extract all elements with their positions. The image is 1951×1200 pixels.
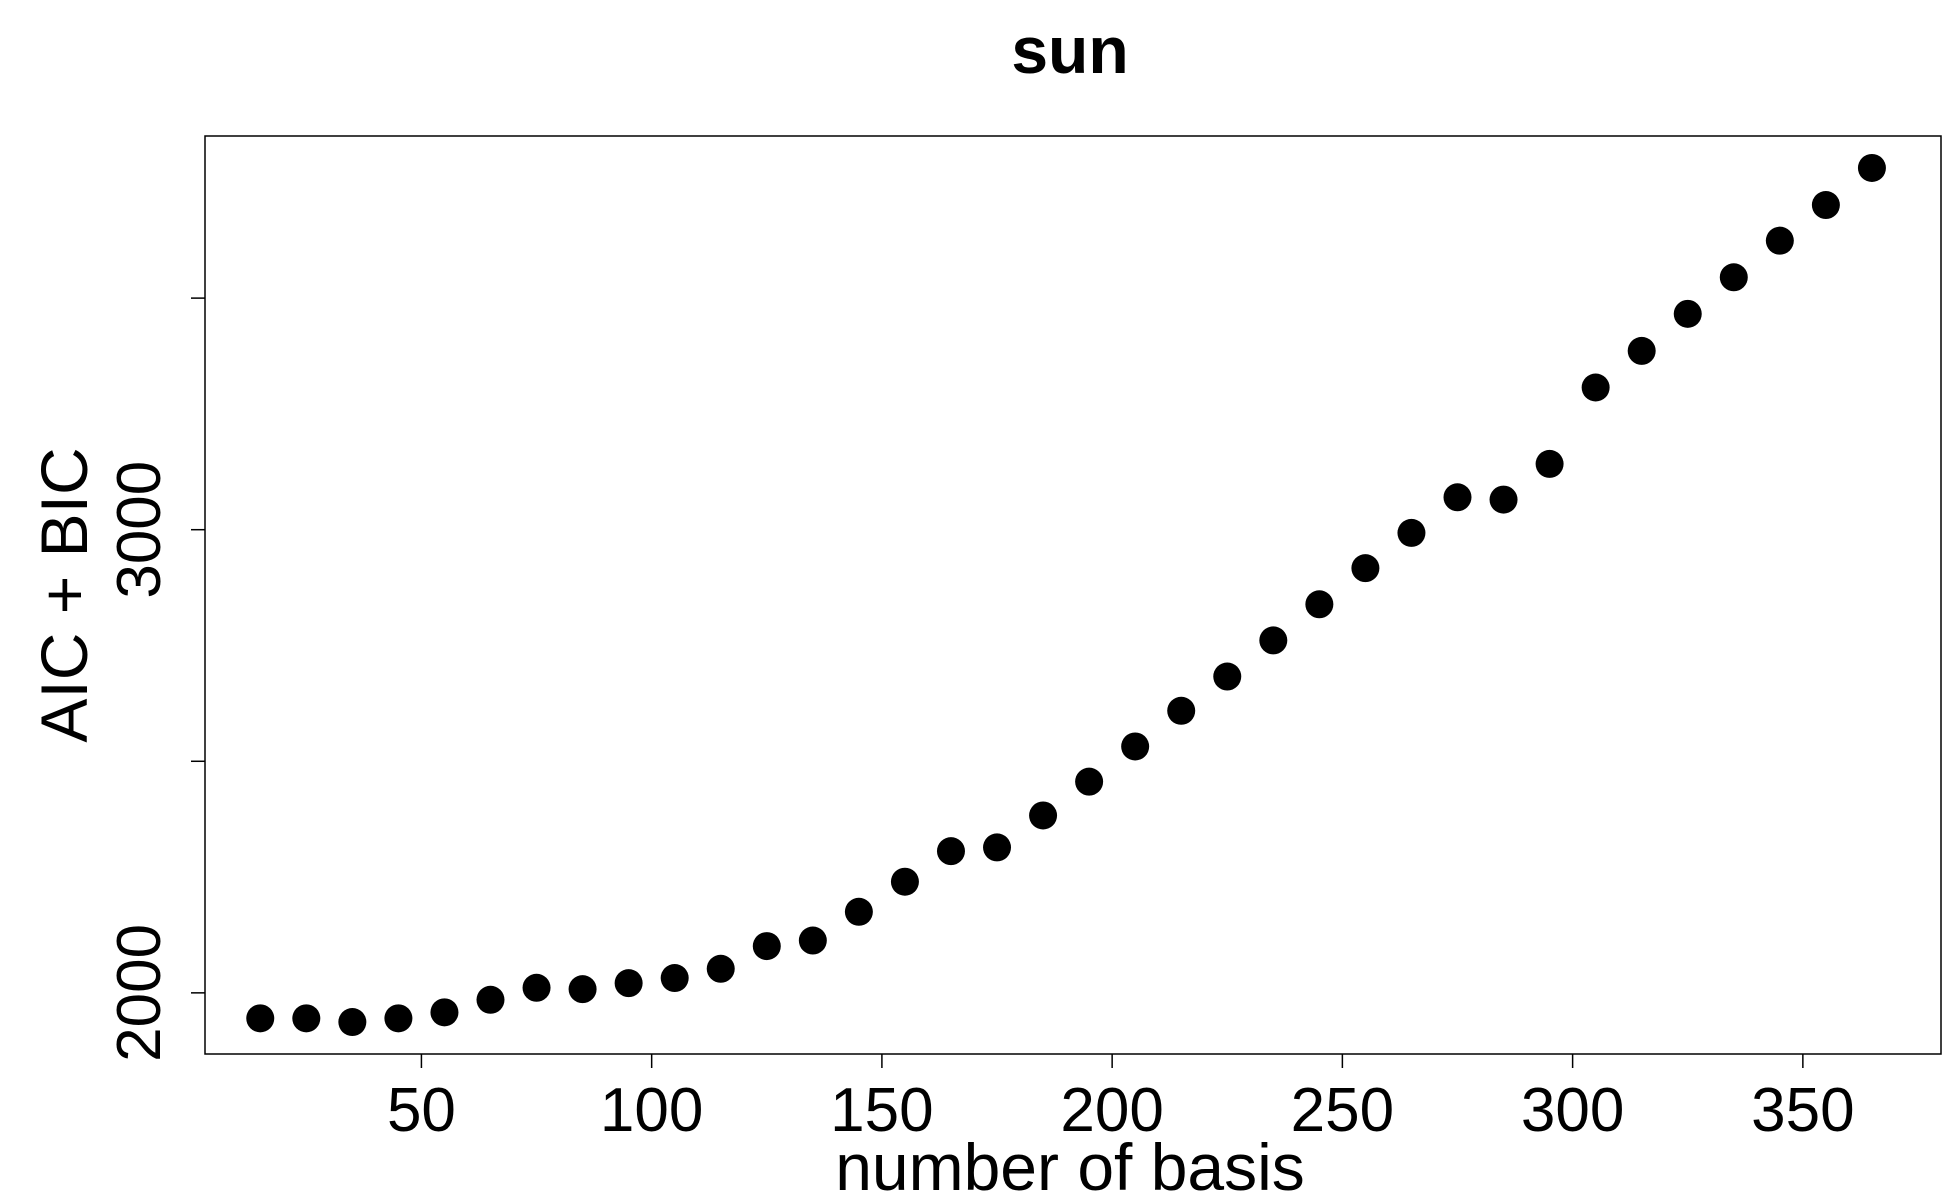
data-point xyxy=(568,975,597,1004)
x-tick-label-350: 350 xyxy=(1751,1076,1854,1145)
y-tick-label-3000: 3000 xyxy=(105,461,174,599)
x-tick-label-50: 50 xyxy=(387,1076,456,1145)
data-point xyxy=(522,973,551,1002)
x-tick-label-200: 200 xyxy=(1060,1076,1163,1145)
data-point xyxy=(1857,153,1886,182)
data-point xyxy=(1259,626,1288,655)
data-point xyxy=(1535,449,1564,478)
y-axis-label: AIC + BIC xyxy=(27,447,101,742)
data-point xyxy=(384,1004,413,1033)
data-point xyxy=(1581,373,1610,402)
data-point xyxy=(1489,485,1518,514)
data-point xyxy=(246,1004,275,1033)
data-point xyxy=(1029,801,1058,830)
data-point xyxy=(983,833,1012,862)
data-point xyxy=(1627,336,1656,365)
data-point xyxy=(1443,483,1472,512)
data-point xyxy=(1213,662,1242,691)
data-point xyxy=(1811,191,1840,220)
x-tick-label-100: 100 xyxy=(600,1076,703,1145)
data-point xyxy=(798,926,827,955)
data-point xyxy=(752,932,781,961)
data-point xyxy=(1167,696,1196,725)
x-axis: 50 100 150 200 250 300 350 xyxy=(387,1054,1855,1145)
chart-title: sun xyxy=(1011,13,1128,87)
data-point xyxy=(1121,732,1150,761)
x-axis-label: number of basis xyxy=(835,1130,1305,1200)
data-point xyxy=(660,964,689,993)
data-point xyxy=(1305,590,1334,619)
data-point xyxy=(1719,263,1748,292)
data-point xyxy=(430,998,459,1027)
data-point xyxy=(292,1004,321,1033)
data-point xyxy=(1673,299,1702,328)
x-tick-label-300: 300 xyxy=(1521,1076,1624,1145)
data-point xyxy=(706,954,735,983)
data-point xyxy=(1397,518,1426,547)
data-points xyxy=(246,153,1886,1037)
y-tick-label-2000: 2000 xyxy=(105,924,174,1062)
x-tick-label-250: 250 xyxy=(1291,1076,1394,1145)
data-point xyxy=(1351,554,1380,583)
data-point xyxy=(844,897,873,926)
data-point xyxy=(936,837,965,866)
plot-frame xyxy=(204,135,1942,1055)
data-point xyxy=(614,969,643,998)
data-point xyxy=(1765,226,1794,255)
data-point xyxy=(338,1008,367,1037)
data-point xyxy=(1075,767,1104,796)
data-point xyxy=(476,985,505,1014)
x-tick-label-150: 150 xyxy=(830,1076,933,1145)
data-point xyxy=(890,867,919,896)
y-axis: 2000 3000 xyxy=(105,297,205,1062)
